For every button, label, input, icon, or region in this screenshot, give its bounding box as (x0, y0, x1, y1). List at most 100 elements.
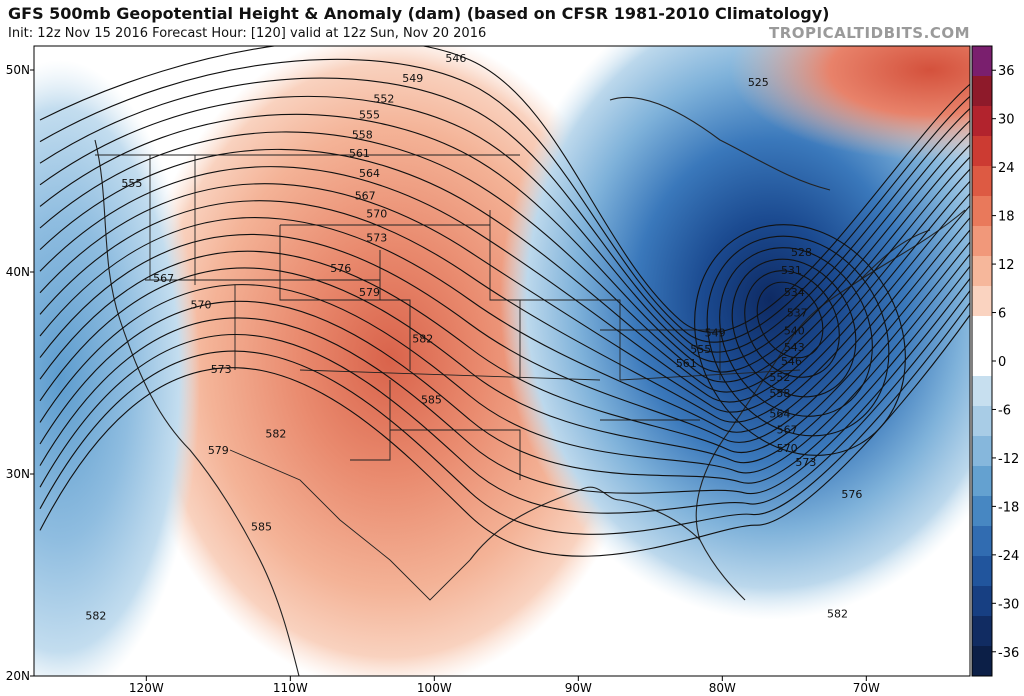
contour-label: 567 (777, 424, 798, 437)
contour-label: 576 (841, 488, 862, 501)
contour-label: 534 (784, 286, 805, 299)
contour-label: 549 (705, 327, 726, 340)
height-contour-line (39, 58, 970, 343)
colorbar-swatch (972, 586, 992, 617)
colorbar-swatch (972, 316, 992, 347)
contour-label: 585 (421, 393, 442, 406)
contour-label: 552 (373, 92, 394, 105)
contour-label: 537 (787, 306, 808, 319)
colorbar-swatch (972, 196, 992, 227)
colorbar-label: 30 (998, 113, 1015, 128)
northeast-ridge-anomaly (730, 46, 970, 160)
low-center-contour (731, 258, 857, 398)
contour-label: 582 (265, 428, 286, 441)
colorbar-label: -12 (998, 452, 1019, 467)
colorbar-swatch (972, 106, 992, 137)
contour-label: 564 (769, 407, 790, 420)
low-center-contour (706, 235, 890, 437)
contour-label: 525 (748, 76, 769, 89)
contour-label: 576 (330, 262, 351, 275)
contour-label: 531 (781, 264, 802, 277)
latitude-label: 50N (6, 63, 30, 77)
height-contours (39, 46, 970, 557)
height-contour-line (39, 229, 970, 453)
contour-label: 555 (121, 177, 142, 190)
colorbar-swatch (972, 226, 992, 257)
colorbar-swatch (972, 376, 992, 407)
height-contour-line (39, 113, 970, 373)
low-center-contour (744, 270, 840, 378)
longitude-label: 100W (417, 681, 452, 695)
colorbar-swatch (972, 436, 992, 467)
latitude-label-layer: 50N 40N 30N 20N (6, 63, 34, 683)
low-center-contour (694, 224, 906, 456)
contour-label: 567 (355, 189, 376, 202)
height-contour-line (39, 166, 970, 403)
colorbar-swatch (972, 46, 992, 77)
colorbar-swatch (972, 76, 992, 107)
contour-label: 579 (359, 286, 380, 299)
contour-label: 552 (769, 371, 790, 384)
contour-label: 573 (366, 232, 387, 245)
height-contour-line (39, 241, 970, 464)
latitude-label: 40N (6, 265, 30, 279)
contour-label-layer: 546 549 552 555 558 561 564 567 570 573 576 579 582 5… (85, 52, 862, 623)
contour-label: 561 (676, 357, 697, 370)
colorbar-swatch (972, 616, 992, 647)
latitude-label: 20N (6, 669, 30, 683)
colorbar-swatch (972, 166, 992, 197)
colorbar-label: 36 (998, 64, 1015, 79)
map-subtitle: Init: 12z Nov 15 2016 Forecast Hour: [12… (8, 26, 487, 41)
colorbar-swatch (972, 496, 992, 527)
colorbar-label: 12 (998, 258, 1015, 273)
colorbar-swatch (972, 256, 992, 287)
low-center-contour (756, 281, 824, 359)
height-contour-line (39, 95, 970, 363)
longitude-label: 80W (709, 681, 736, 695)
height-contour-line (39, 204, 970, 433)
colorbar-label: 18 (998, 210, 1015, 225)
colorbar-swatch (972, 526, 992, 557)
contour-label: 582 (827, 607, 848, 620)
colorbar-label: 24 (998, 161, 1015, 176)
colorbar-swatch (972, 466, 992, 497)
height-contour-line (39, 265, 970, 484)
colorbar-label: -6 (998, 403, 1011, 418)
map-title: GFS 500mb Geopotential Height & Anomaly … (8, 4, 830, 23)
colorbar-label: 6 (998, 307, 1006, 322)
contour-label: 585 (251, 521, 272, 534)
low-center-contour (719, 247, 873, 417)
contour-label: 555 (690, 343, 711, 356)
contour-label: 570 (191, 298, 212, 311)
eastern-trough-anomaly (500, 46, 970, 620)
contour-label: 582 (412, 333, 433, 346)
contour-label: 564 (359, 167, 380, 180)
contour-label: 549 (402, 72, 423, 85)
colorbar-label: -30 (998, 597, 1019, 612)
contour-label: 558 (352, 129, 373, 142)
colorbar-label: -24 (998, 549, 1019, 564)
contour-label: 540 (784, 325, 805, 338)
latitude-label: 30N (6, 467, 30, 481)
longitude-label: 110W (273, 681, 308, 695)
colorbar-swatch (972, 556, 992, 587)
brand-watermark: TROPICALTIDBITS.COM (769, 24, 970, 42)
height-contour-line (39, 148, 970, 393)
contour-label: 555 (359, 108, 380, 121)
height-contour-line (39, 77, 970, 353)
contour-label: 561 (349, 147, 370, 160)
height-contour-line (39, 301, 970, 535)
anomaly-colorbar: 36 30 24 18 12 6 0 -6 -12 -18 -24 -30 -36 (971, 45, 1019, 677)
contour-label: 570 (366, 207, 387, 220)
contour-label: 579 (208, 444, 229, 457)
colorbar-swatch (972, 406, 992, 437)
contour-label: 567 (153, 272, 174, 285)
contour-label: 546 (781, 355, 802, 368)
height-contour-line (39, 289, 970, 514)
longitude-label: 90W (565, 681, 592, 695)
map-border (33, 45, 971, 677)
height-contour-line (39, 277, 970, 495)
colorbar-label: 0 (998, 355, 1006, 370)
